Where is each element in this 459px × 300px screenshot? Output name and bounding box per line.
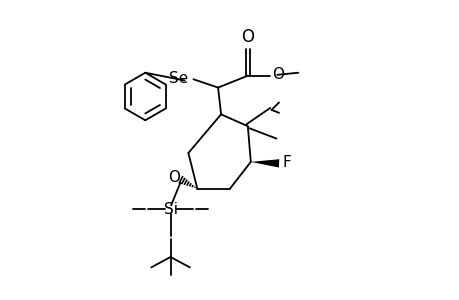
Text: O: O — [272, 67, 284, 82]
Text: Si: Si — [164, 202, 178, 217]
Text: O: O — [168, 170, 179, 185]
Text: O: O — [241, 28, 254, 46]
Text: Se: Se — [169, 70, 188, 86]
Polygon shape — [250, 159, 279, 167]
Text: F: F — [281, 155, 290, 170]
